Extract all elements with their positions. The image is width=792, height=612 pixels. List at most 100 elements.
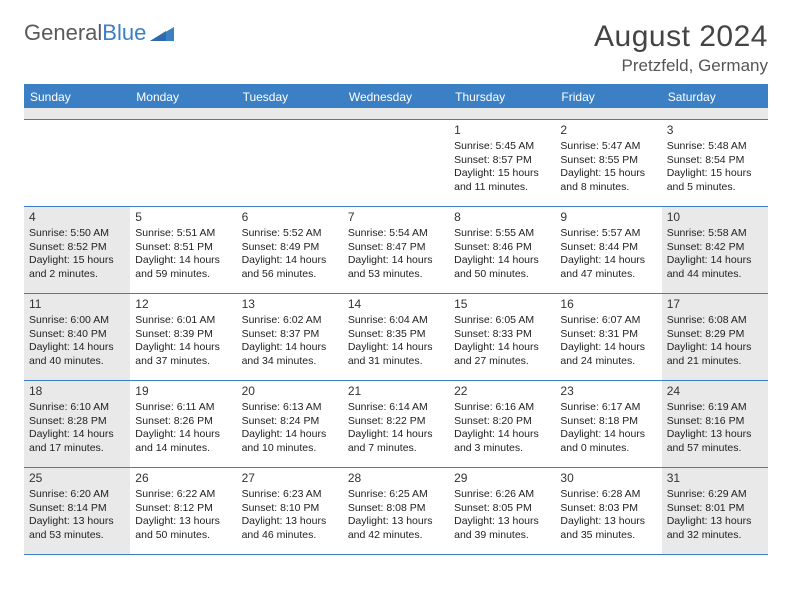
day-number: 4: [29, 210, 125, 225]
day-cell: 5Sunrise: 5:51 AMSunset: 8:51 PMDaylight…: [130, 207, 236, 293]
logo-triangle-icon: [150, 25, 176, 43]
weekday-header-row: SundayMondayTuesdayWednesdayThursdayFrid…: [24, 86, 768, 108]
sunset-line: Sunset: 8:26 PM: [135, 415, 231, 428]
daylight-line: Daylight: 13 hours and 57 minutes.: [667, 428, 763, 455]
daylight-line: Daylight: 14 hours and 31 minutes.: [348, 341, 444, 368]
week-row: 25Sunrise: 6:20 AMSunset: 8:14 PMDayligh…: [24, 468, 768, 555]
day-number: 22: [454, 384, 550, 399]
day-number: 7: [348, 210, 444, 225]
sunset-line: Sunset: 8:39 PM: [135, 328, 231, 341]
daylight-line: Daylight: 14 hours and 21 minutes.: [667, 341, 763, 368]
sunset-line: Sunset: 8:52 PM: [29, 241, 125, 254]
day-cell: [237, 120, 343, 206]
sunrise-line: Sunrise: 6:25 AM: [348, 488, 444, 501]
day-cell: 12Sunrise: 6:01 AMSunset: 8:39 PMDayligh…: [130, 294, 236, 380]
day-cell: 23Sunrise: 6:17 AMSunset: 8:18 PMDayligh…: [555, 381, 661, 467]
sunrise-line: Sunrise: 5:55 AM: [454, 227, 550, 240]
sunset-line: Sunset: 8:12 PM: [135, 502, 231, 515]
day-cell: [130, 120, 236, 206]
day-cell: 14Sunrise: 6:04 AMSunset: 8:35 PMDayligh…: [343, 294, 449, 380]
sunrise-line: Sunrise: 6:10 AM: [29, 401, 125, 414]
sunset-line: Sunset: 8:54 PM: [667, 154, 763, 167]
day-cell: 6Sunrise: 5:52 AMSunset: 8:49 PMDaylight…: [237, 207, 343, 293]
sunset-line: Sunset: 8:08 PM: [348, 502, 444, 515]
brand-part1: General: [24, 20, 102, 46]
daylight-line: Daylight: 14 hours and 44 minutes.: [667, 254, 763, 281]
day-cell: 7Sunrise: 5:54 AMSunset: 8:47 PMDaylight…: [343, 207, 449, 293]
page-title: August 2024: [594, 20, 768, 54]
sunrise-line: Sunrise: 6:02 AM: [242, 314, 338, 327]
day-number: 27: [242, 471, 338, 486]
day-cell: 31Sunrise: 6:29 AMSunset: 8:01 PMDayligh…: [662, 468, 768, 554]
daylight-line: Daylight: 14 hours and 34 minutes.: [242, 341, 338, 368]
day-number: 17: [667, 297, 763, 312]
daylight-line: Daylight: 13 hours and 53 minutes.: [29, 515, 125, 542]
daylight-line: Daylight: 15 hours and 5 minutes.: [667, 167, 763, 194]
weeks-container: 1Sunrise: 5:45 AMSunset: 8:57 PMDaylight…: [24, 120, 768, 555]
title-block: August 2024 Pretzfeld, Germany: [594, 20, 768, 76]
day-number: 15: [454, 297, 550, 312]
day-number: 1: [454, 123, 550, 138]
sunrise-line: Sunrise: 6:22 AM: [135, 488, 231, 501]
daylight-line: Daylight: 15 hours and 11 minutes.: [454, 167, 550, 194]
sunset-line: Sunset: 8:24 PM: [242, 415, 338, 428]
sunset-line: Sunset: 8:29 PM: [667, 328, 763, 341]
day-cell: 1Sunrise: 5:45 AMSunset: 8:57 PMDaylight…: [449, 120, 555, 206]
day-number: 14: [348, 297, 444, 312]
day-cell: 19Sunrise: 6:11 AMSunset: 8:26 PMDayligh…: [130, 381, 236, 467]
day-cell: 13Sunrise: 6:02 AMSunset: 8:37 PMDayligh…: [237, 294, 343, 380]
day-cell: 25Sunrise: 6:20 AMSunset: 8:14 PMDayligh…: [24, 468, 130, 554]
sunset-line: Sunset: 8:51 PM: [135, 241, 231, 254]
daylight-line: Daylight: 14 hours and 3 minutes.: [454, 428, 550, 455]
sunset-line: Sunset: 8:16 PM: [667, 415, 763, 428]
day-number: 13: [242, 297, 338, 312]
day-number: 28: [348, 471, 444, 486]
day-number: 24: [667, 384, 763, 399]
daylight-line: Daylight: 14 hours and 10 minutes.: [242, 428, 338, 455]
sunset-line: Sunset: 8:40 PM: [29, 328, 125, 341]
day-number: 16: [560, 297, 656, 312]
day-cell: 2Sunrise: 5:47 AMSunset: 8:55 PMDaylight…: [555, 120, 661, 206]
day-number: 21: [348, 384, 444, 399]
day-cell: 29Sunrise: 6:26 AMSunset: 8:05 PMDayligh…: [449, 468, 555, 554]
day-number: 26: [135, 471, 231, 486]
daylight-line: Daylight: 14 hours and 17 minutes.: [29, 428, 125, 455]
location-subtitle: Pretzfeld, Germany: [594, 56, 768, 76]
day-cell: 9Sunrise: 5:57 AMSunset: 8:44 PMDaylight…: [555, 207, 661, 293]
day-number: 30: [560, 471, 656, 486]
day-number: 29: [454, 471, 550, 486]
day-number: 5: [135, 210, 231, 225]
daylight-line: Daylight: 14 hours and 7 minutes.: [348, 428, 444, 455]
daylight-line: Daylight: 13 hours and 50 minutes.: [135, 515, 231, 542]
daylight-line: Daylight: 14 hours and 53 minutes.: [348, 254, 444, 281]
day-cell: 28Sunrise: 6:25 AMSunset: 8:08 PMDayligh…: [343, 468, 449, 554]
day-number: 18: [29, 384, 125, 399]
day-cell: 27Sunrise: 6:23 AMSunset: 8:10 PMDayligh…: [237, 468, 343, 554]
day-cell: 3Sunrise: 5:48 AMSunset: 8:54 PMDaylight…: [662, 120, 768, 206]
sunrise-line: Sunrise: 6:11 AM: [135, 401, 231, 414]
day-cell: [343, 120, 449, 206]
sunrise-line: Sunrise: 5:47 AM: [560, 140, 656, 153]
daylight-line: Daylight: 13 hours and 35 minutes.: [560, 515, 656, 542]
day-number: 23: [560, 384, 656, 399]
sunrise-line: Sunrise: 5:57 AM: [560, 227, 656, 240]
sunrise-line: Sunrise: 5:51 AM: [135, 227, 231, 240]
day-number: 20: [242, 384, 338, 399]
day-cell: 30Sunrise: 6:28 AMSunset: 8:03 PMDayligh…: [555, 468, 661, 554]
sunrise-line: Sunrise: 6:28 AM: [560, 488, 656, 501]
sunset-line: Sunset: 8:20 PM: [454, 415, 550, 428]
weekday-header: Wednesday: [343, 86, 449, 108]
calendar-page: GeneralBlue August 2024 Pretzfeld, Germa…: [0, 0, 792, 567]
sunrise-line: Sunrise: 5:50 AM: [29, 227, 125, 240]
brand-part2: Blue: [102, 20, 146, 46]
sunrise-line: Sunrise: 6:16 AM: [454, 401, 550, 414]
daylight-line: Daylight: 14 hours and 27 minutes.: [454, 341, 550, 368]
daylight-line: Daylight: 14 hours and 14 minutes.: [135, 428, 231, 455]
sunset-line: Sunset: 8:49 PM: [242, 241, 338, 254]
day-cell: 8Sunrise: 5:55 AMSunset: 8:46 PMDaylight…: [449, 207, 555, 293]
day-number: 2: [560, 123, 656, 138]
sunrise-line: Sunrise: 5:58 AM: [667, 227, 763, 240]
day-number: 31: [667, 471, 763, 486]
sunrise-line: Sunrise: 5:52 AM: [242, 227, 338, 240]
day-cell: 11Sunrise: 6:00 AMSunset: 8:40 PMDayligh…: [24, 294, 130, 380]
